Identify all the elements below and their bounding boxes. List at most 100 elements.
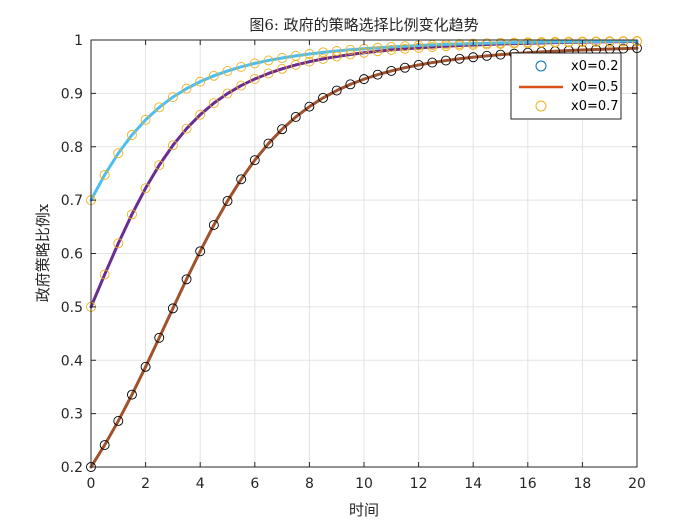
data-point-marker [113,238,124,249]
data-point-marker [400,62,410,73]
y-tick-label: 0.7 [61,193,83,209]
data-point-marker [386,44,397,55]
data-point-marker [195,76,206,87]
x-tick-label: 20 [628,476,646,492]
data-point-marker [277,63,288,74]
data-point-marker [331,51,342,62]
chart-title: 图6: 政府的策略选择比例变化趋势 [249,16,478,34]
y-tick-label: 0.4 [61,353,83,369]
data-point-marker [99,440,110,451]
legend-label-2: x0=0.5 [571,80,619,95]
data-point-marker [604,36,615,47]
data-point-marker [563,36,574,47]
data-point-marker [413,60,424,70]
legend-marker-circle [535,60,547,72]
data-point-marker [181,123,192,134]
x-tick-label: 12 [410,476,428,492]
data-point-marker [509,37,520,48]
data-point-marker [468,52,479,63]
legend-label-3: x0=0.7 [571,99,619,114]
data-point-marker [249,58,260,69]
data-point-marker [140,361,151,372]
data-point-marker [577,36,588,47]
data-point-marker [591,36,601,47]
data-point-marker [304,49,315,59]
data-point-marker [304,101,315,112]
data-point-marker [181,83,192,94]
x-tick-label: 18 [573,476,591,492]
data-point-marker [345,44,356,55]
data-point-marker [140,114,151,125]
data-point-marker [522,37,533,48]
data-point-marker [154,102,165,113]
data-point-marker [536,37,547,48]
data-point-marker [154,160,165,171]
legend-label-1: x0=0.2 [571,59,619,74]
x-tick-label: 16 [519,476,537,492]
data-point-marker [290,112,301,122]
data-point-marker [454,53,465,64]
data-point-marker [113,415,124,426]
data-point-marker [304,56,315,67]
y-tick-label: 1 [74,33,83,49]
data-point-marker [345,79,356,90]
data-point-marker [236,80,247,91]
data-point-marker [318,53,328,64]
data-point-marker [372,46,383,57]
x-tick-label: 0 [87,476,96,492]
data-point-marker [263,55,274,66]
data-point-marker [359,74,369,85]
x-tick-label: 2 [141,476,150,492]
data-point-marker [249,155,260,166]
y-tick-label: 0.6 [61,247,83,263]
data-point-marker [263,68,274,79]
data-point-marker [236,61,247,72]
data-point-marker [126,130,137,140]
x-tick-label: 6 [250,476,259,492]
data-point-marker [277,53,288,63]
data-point-marker [318,47,328,58]
data-point-marker [481,38,492,49]
data-point-marker [359,47,369,58]
data-point-marker [208,220,219,231]
data-point-marker [468,38,479,49]
data-point-marker [495,49,506,60]
data-point-marker [331,46,342,56]
data-point-marker [400,41,410,52]
data-point-marker [318,92,328,103]
data-point-marker [126,209,137,220]
data-point-marker [236,174,247,185]
data-point-marker [113,148,124,159]
y-tick-label: 0.5 [61,300,83,316]
y-tick-label: 0.3 [61,407,83,423]
data-point-marker [386,65,397,76]
data-point-marker [249,74,260,84]
data-point-marker [372,42,383,53]
data-point-marker [263,138,274,149]
data-point-marker [277,124,288,135]
y-tick-label: 0.9 [61,86,83,102]
x-axis-ticks: 0 2 4 6 8 10 12 14 16 18 20 [87,40,646,492]
data-point-marker [290,50,301,61]
data-point-marker [222,88,233,99]
y-tick-label: 0.8 [61,140,83,156]
data-point-marker [99,169,110,180]
data-point-marker [181,274,192,285]
data-point-marker [427,57,438,68]
data-point-marker [208,98,219,109]
x-tick-label: 4 [196,476,205,492]
data-point-marker [372,69,383,80]
x-axis-label: 时间 [349,501,379,519]
data-point-marker [481,50,492,61]
legend: x0=0.2 x0=0.5 x0=0.7 [510,52,622,120]
y-axis-ticks: 0.2 0.3 0.4 0.5 0.6 0.7 0.8 0.9 1 [61,33,637,476]
data-point-marker [126,389,137,400]
data-point-marker [400,43,410,54]
data-point-marker [195,246,206,257]
data-point-marker [222,196,233,206]
data-point-marker [345,49,356,60]
data-point-marker [167,92,178,103]
data-point-marker [618,36,629,47]
x-tick-label: 10 [355,476,373,492]
